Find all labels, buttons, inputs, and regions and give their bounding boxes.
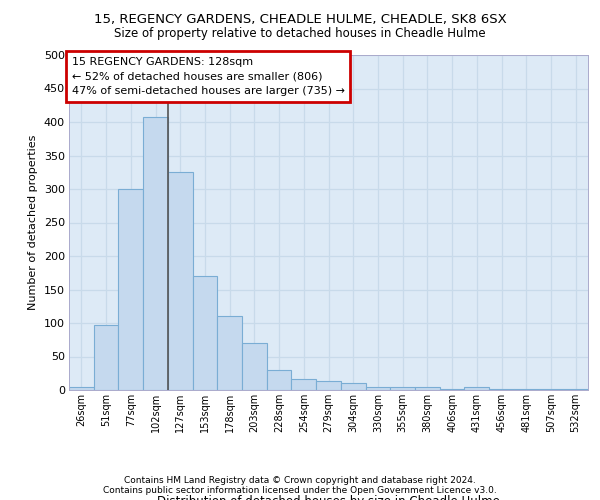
Bar [365,388,390,390]
Bar [143,116,168,390]
Bar [94,325,118,390]
Bar [168,172,193,390]
Bar [292,380,316,390]
Text: Size of property relative to detached houses in Cheadle Hulme: Size of property relative to detached ho… [114,28,486,40]
Bar [415,386,440,390]
Bar [217,316,242,390]
Bar [69,388,94,390]
Bar [242,343,267,390]
Bar [514,388,539,390]
Y-axis label: Number of detached properties: Number of detached properties [28,135,38,310]
Text: Contains public sector information licensed under the Open Government Licence v3: Contains public sector information licen… [103,486,497,495]
Bar [316,382,341,390]
Bar [464,386,489,390]
Bar [390,388,415,390]
Bar [267,370,292,390]
Text: Contains HM Land Registry data © Crown copyright and database right 2024.: Contains HM Land Registry data © Crown c… [124,476,476,485]
Text: 15 REGENCY GARDENS: 128sqm
← 52% of detached houses are smaller (806)
47% of sem: 15 REGENCY GARDENS: 128sqm ← 52% of deta… [71,56,344,96]
Bar [118,189,143,390]
X-axis label: Distribution of detached houses by size in Cheadle Hulme: Distribution of detached houses by size … [157,494,500,500]
Bar [193,276,217,390]
Text: 15, REGENCY GARDENS, CHEADLE HULME, CHEADLE, SK8 6SX: 15, REGENCY GARDENS, CHEADLE HULME, CHEA… [94,12,506,26]
Bar [341,384,365,390]
